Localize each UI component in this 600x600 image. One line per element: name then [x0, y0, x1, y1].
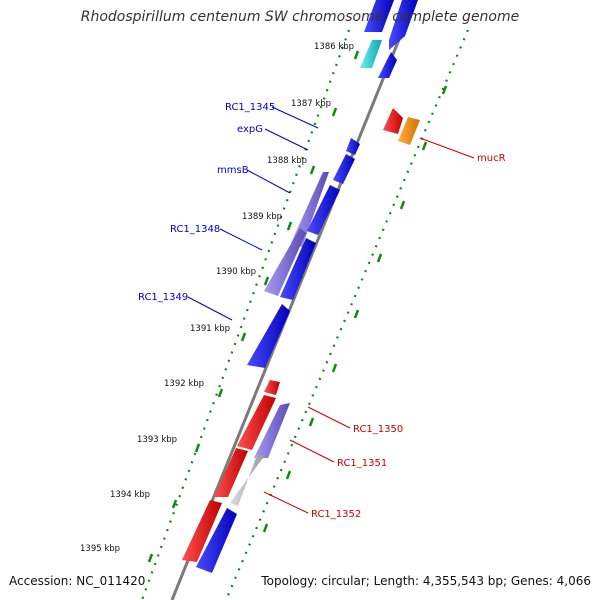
- gene-arrow-red[interactable]: [182, 500, 222, 562]
- ring-tick: [285, 470, 292, 480]
- gene-arrow-blue[interactable]: [333, 154, 355, 184]
- inner-lane-genes: [230, 0, 394, 506]
- leader-line: [264, 128, 309, 151]
- tick-label: 1393 kbp: [137, 435, 177, 445]
- ring-tick: [308, 417, 315, 427]
- tick-label: 1387 kbp: [291, 99, 331, 109]
- leader-line: [246, 169, 291, 194]
- gene-arrow-red[interactable]: [383, 108, 403, 134]
- gene-label[interactable]: RC1_1349: [138, 292, 188, 303]
- ring-tick: [263, 276, 270, 286]
- gene-label[interactable]: mucR: [477, 153, 506, 164]
- ring-tick: [262, 523, 269, 533]
- gene-arrow-red[interactable]: [264, 380, 280, 395]
- left-gene-labels: RC1_1345 expG mmsB RC1_1348 RC1_1349: [138, 102, 275, 303]
- ring-tick: [217, 388, 224, 398]
- ring-tick: [376, 253, 383, 263]
- gene-label[interactable]: RC1_1351: [337, 458, 387, 469]
- chromosome-backbone: [170, 0, 417, 600]
- tick-label: 1395 kbp: [80, 544, 120, 554]
- gene-label[interactable]: expG: [237, 124, 263, 135]
- ring-tick: [309, 165, 316, 175]
- gene-arrow-blue[interactable]: [280, 238, 316, 300]
- gene-gap: [372, 40, 386, 68]
- gene-arrow-blue[interactable]: [389, 0, 418, 50]
- tick-label: 1392 kbp: [164, 379, 204, 389]
- map-title: Rhodospirillum centenum SW chromosome, c…: [80, 9, 520, 25]
- gene-arrow-blue[interactable]: [307, 185, 340, 235]
- gene-arrow-blue[interactable]: [378, 52, 397, 78]
- ring-tick: [240, 332, 247, 342]
- ring-tick: [441, 85, 448, 95]
- gene-arrow-cyan[interactable]: [360, 40, 384, 68]
- right-leaders: [263, 137, 475, 514]
- genome-summary-text: Topology: circular; Length: 4,355,543 bp…: [261, 574, 591, 588]
- left-dotted-ring: [140, 29, 351, 600]
- left-leaders: [187, 106, 319, 321]
- right-gene-labels: mucR RC1_1350 RC1_1351 RC1_1352: [311, 153, 506, 520]
- gene-arrow-blue[interactable]: [196, 508, 237, 573]
- gene-arrow-purple[interactable]: [291, 172, 329, 247]
- gene-label[interactable]: mmsB: [217, 165, 249, 176]
- leader-line: [219, 228, 263, 251]
- gene-arrow-orange[interactable]: [398, 117, 420, 145]
- ring-tick: [399, 200, 406, 210]
- tick-label: 1390 kbp: [216, 267, 256, 277]
- leader-line: [307, 406, 351, 429]
- tick-label: 1389 kbp: [242, 212, 282, 222]
- accession-text: Accession: NC_011420: [9, 574, 146, 588]
- ring-tick: [171, 499, 178, 509]
- leader-line: [263, 491, 309, 514]
- tick-labels: 1386 kbp 1387 kbp 1388 kbp 1389 kbp 1390…: [80, 42, 354, 554]
- leader-line: [289, 439, 335, 463]
- ring-tick: [331, 363, 338, 373]
- ring-tick: [147, 553, 154, 563]
- gene-arrow-red[interactable]: [214, 448, 248, 497]
- leader-line: [419, 137, 475, 159]
- leader-line: [187, 296, 233, 321]
- ring-tick: [331, 107, 338, 117]
- ring-tick: [286, 221, 293, 231]
- tick-label: 1391 kbp: [190, 324, 230, 334]
- ring-tick: [353, 309, 360, 319]
- ring-tick: [421, 141, 428, 151]
- gene-arrow-red[interactable]: [237, 395, 276, 450]
- ring-tick: [353, 50, 360, 60]
- gene-label[interactable]: RC1_1350: [353, 424, 403, 435]
- red-genes: [182, 108, 403, 562]
- tick-label: 1394 kbp: [110, 490, 150, 500]
- blue-genes: [196, 0, 418, 573]
- gene-arrow-blue[interactable]: [247, 304, 290, 368]
- gene-arrow-gray[interactable]: [230, 455, 265, 506]
- gene-label[interactable]: RC1_1352: [311, 509, 361, 520]
- tick-label: 1388 kbp: [267, 156, 307, 166]
- gene-arrow-purple[interactable]: [254, 403, 290, 458]
- right-ring-ticks: [262, 85, 448, 533]
- left-ring-ticks: [147, 50, 360, 563]
- gene-arrow-purple[interactable]: [264, 228, 306, 296]
- gene-label[interactable]: RC1_1348: [170, 224, 220, 235]
- ring-tick: [194, 443, 201, 453]
- gene-arrow-blue[interactable]: [346, 138, 360, 155]
- tick-label: 1386 kbp: [314, 42, 354, 52]
- leader-line: [271, 106, 319, 129]
- gene-label[interactable]: RC1_1345: [225, 102, 275, 113]
- gene-arrow-blue[interactable]: [364, 0, 394, 32]
